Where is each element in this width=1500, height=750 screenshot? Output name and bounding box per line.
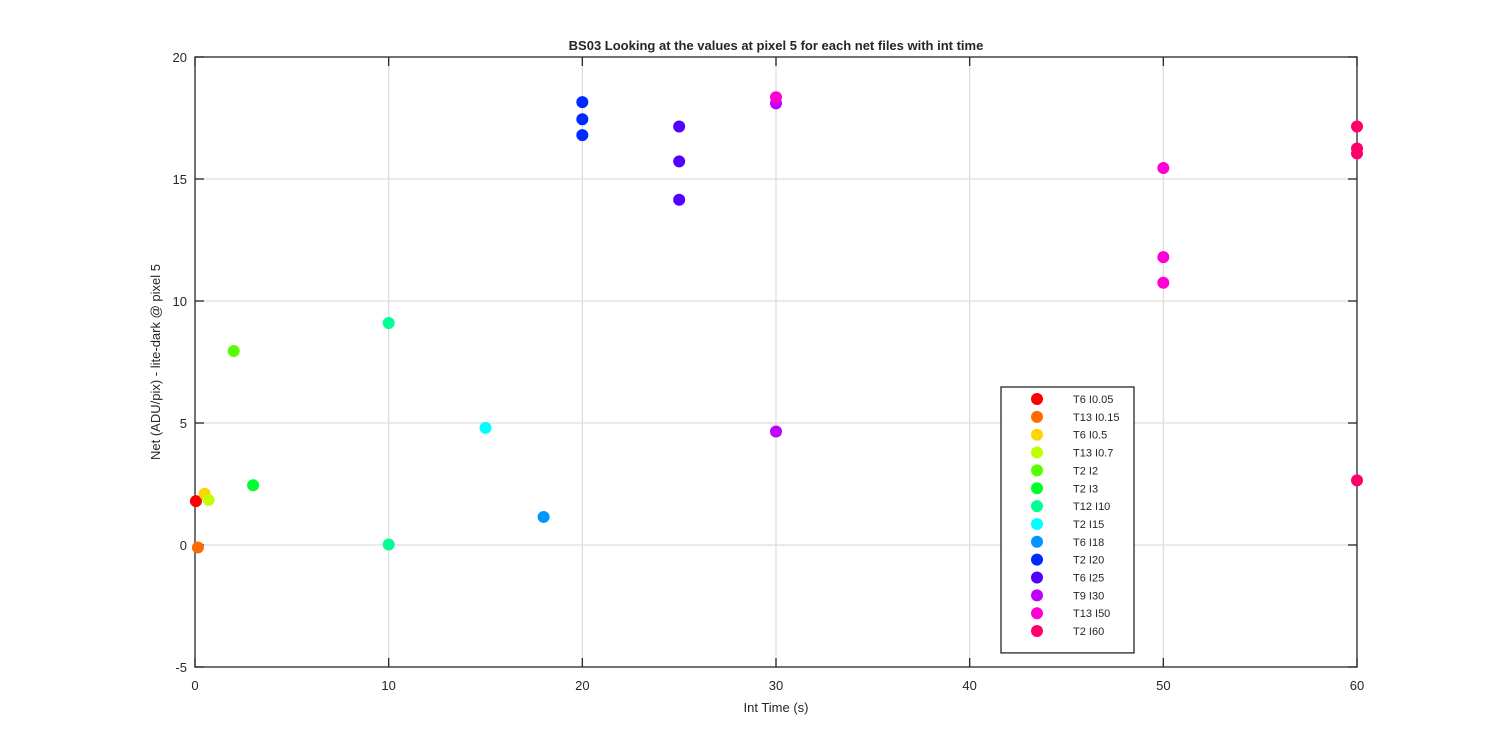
x-tick-label: 0 xyxy=(191,678,198,693)
data-point xyxy=(382,538,395,551)
y-tick-label: 5 xyxy=(180,416,187,431)
x-tick-label: 40 xyxy=(962,678,976,693)
data-point xyxy=(1351,474,1363,487)
chart-title: BS03 Looking at the values at pixel 5 fo… xyxy=(569,38,984,53)
x-tick-label: 60 xyxy=(1350,678,1364,693)
legend-label: T2 I20 xyxy=(1073,555,1104,567)
legend-label: T6 I0.05 xyxy=(1073,394,1113,406)
legend: T6 I0.05 T13 I0.15 T6 I0.5 T13 I0.7 T2 I2 T2 … xyxy=(1000,386,1135,654)
legend-label: T6 I18 xyxy=(1073,537,1104,549)
legend-label: T13 I50 xyxy=(1073,608,1110,620)
legend-label: T12 I10 xyxy=(1073,501,1110,513)
x-tick-label: 10 xyxy=(381,678,395,693)
x-axis-label: Int Time (s) xyxy=(743,700,808,715)
legend-marker xyxy=(1031,517,1043,530)
data-point xyxy=(576,129,589,142)
data-point xyxy=(1157,276,1170,289)
data-point xyxy=(382,316,395,329)
legend-label: T2 I60 xyxy=(1073,626,1104,638)
data-point xyxy=(770,425,782,438)
data-point xyxy=(247,479,260,492)
data-point xyxy=(1157,162,1170,175)
legend-label: T13 I0.15 xyxy=(1073,412,1119,424)
data-point xyxy=(1351,147,1363,160)
y-tick-label: 0 xyxy=(180,538,187,553)
data-point xyxy=(1157,251,1170,264)
data-point xyxy=(189,495,202,508)
legend-marker xyxy=(1031,500,1043,513)
y-tick-label: -5 xyxy=(175,660,187,675)
data-point xyxy=(770,91,782,104)
data-point xyxy=(202,493,215,506)
legend-marker xyxy=(1031,571,1043,584)
x-tick-label: 30 xyxy=(769,678,783,693)
data-point xyxy=(1351,120,1363,133)
data-point xyxy=(191,541,204,554)
legend-marker xyxy=(1031,446,1043,459)
legend-marker xyxy=(1031,535,1043,548)
y-tick-label: 10 xyxy=(173,294,187,309)
data-point xyxy=(673,120,686,133)
legend-marker xyxy=(1031,393,1043,405)
legend-label: T9 I30 xyxy=(1073,590,1104,602)
legend-marker xyxy=(1031,428,1043,441)
legend-label: T6 I25 xyxy=(1073,573,1104,585)
legend-marker xyxy=(1031,589,1043,602)
legend-label: T2 I15 xyxy=(1073,519,1104,531)
legend-label: T2 I3 xyxy=(1073,483,1098,495)
legend-label: T13 I0.7 xyxy=(1073,448,1113,460)
legend-box xyxy=(1000,386,1135,654)
legend-marker xyxy=(1031,625,1043,638)
data-points xyxy=(189,91,1363,554)
legend-marker xyxy=(1031,410,1043,423)
data-point xyxy=(576,96,589,109)
y-axis-label: Net (ADU/pix) - lite-dark @ pixel 5 xyxy=(148,264,163,460)
x-tick-label: 50 xyxy=(1156,678,1170,693)
data-point xyxy=(673,193,686,206)
axes: 0 10 20 30 40 50 60 -5 0 5 10 15 20 xyxy=(173,50,1365,693)
data-point xyxy=(537,510,550,523)
legend-label: T6 I0.5 xyxy=(1073,430,1107,442)
legend-marker xyxy=(1031,553,1043,566)
y-tick-label: 20 xyxy=(173,50,187,65)
legend-label: T2 I2 xyxy=(1073,465,1098,477)
data-point xyxy=(227,345,240,358)
y-tick-label: 15 xyxy=(173,172,187,187)
legend-marker xyxy=(1031,482,1043,495)
x-tick-label: 20 xyxy=(575,678,589,693)
data-point xyxy=(576,113,589,126)
data-point xyxy=(673,155,686,168)
legend-marker xyxy=(1031,607,1043,620)
legend-marker xyxy=(1031,464,1043,477)
data-point xyxy=(479,421,492,434)
